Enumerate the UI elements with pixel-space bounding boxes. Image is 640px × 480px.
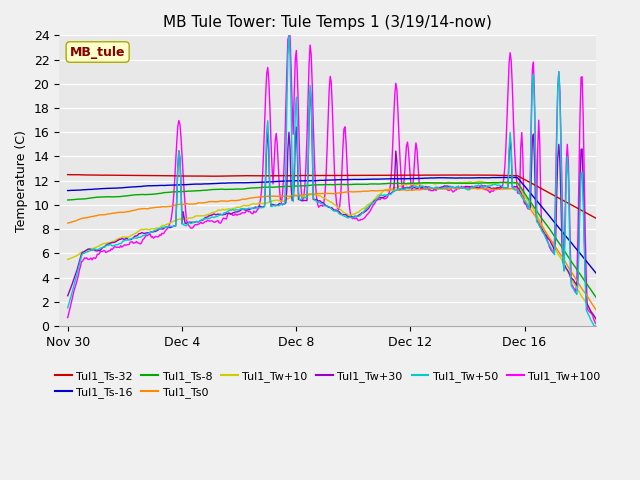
Text: MB_tule: MB_tule: [70, 46, 125, 59]
Legend: Tul1_Ts-32, Tul1_Ts-16, Tul1_Ts-8, Tul1_Ts0, Tul1_Tw+10, Tul1_Tw+30, Tul1_Tw+50,: Tul1_Ts-32, Tul1_Ts-16, Tul1_Ts-8, Tul1_…: [51, 366, 605, 403]
Title: MB Tule Tower: Tule Temps 1 (3/19/14-now): MB Tule Tower: Tule Temps 1 (3/19/14-now…: [163, 15, 492, 30]
Y-axis label: Temperature (C): Temperature (C): [15, 130, 28, 232]
